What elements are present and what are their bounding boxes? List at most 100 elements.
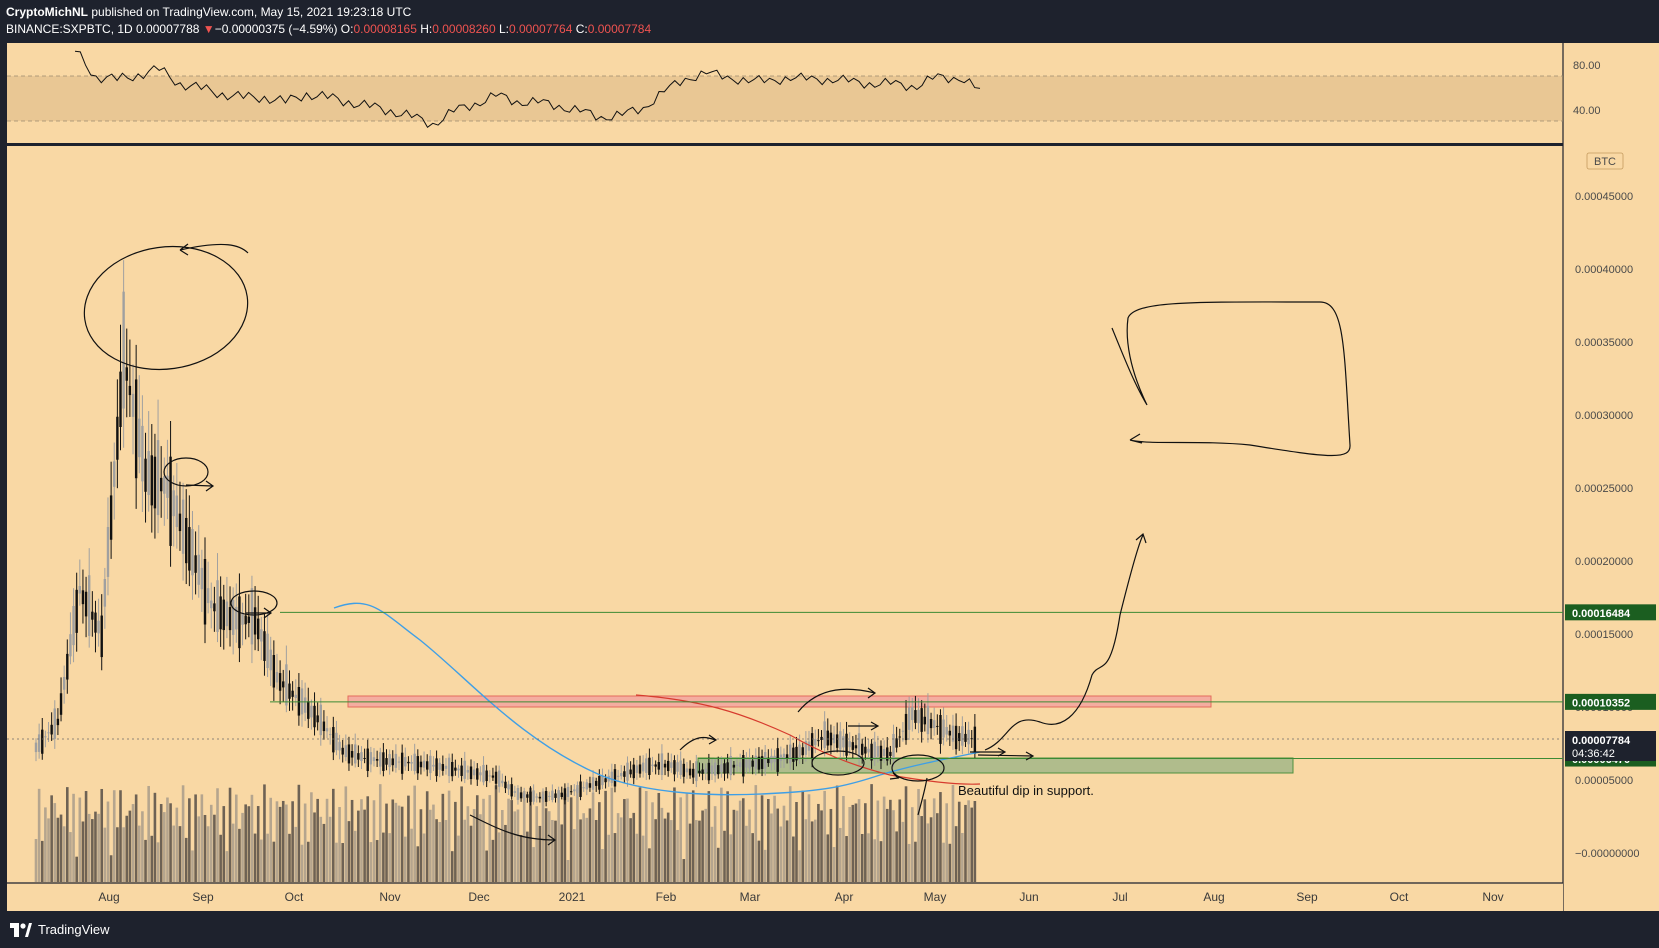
volume-bar <box>942 842 945 882</box>
candle <box>338 741 341 751</box>
volume-bar <box>159 804 163 882</box>
candle <box>735 764 739 767</box>
volume-bar <box>957 801 961 882</box>
candle <box>973 726 977 754</box>
candle <box>842 736 845 748</box>
target-box-drawing <box>1111 301 1351 457</box>
volume-bar <box>479 814 482 882</box>
volume-bar <box>673 787 676 882</box>
volume-bar <box>100 788 104 882</box>
candle <box>454 767 457 771</box>
currency-badge <box>1586 152 1624 170</box>
close-label: C: <box>575 22 588 36</box>
volume-bar <box>391 799 395 882</box>
volume-bar <box>184 837 188 882</box>
time-tick-label: Oct <box>1390 890 1409 904</box>
ohlc-line: BINANCE:SXPBTC, 1D 0.00007788 ▼−0.000003… <box>6 22 651 36</box>
volume-bar <box>760 795 764 882</box>
level-price-label: 0.00016484 <box>1572 608 1631 620</box>
volume-bar <box>501 810 504 882</box>
candle <box>867 748 870 753</box>
symbol-label[interactable]: BINANCE:SXPBTC, 1D <box>6 22 133 36</box>
volume-bar <box>394 802 398 882</box>
volume-bar <box>682 859 686 882</box>
candle <box>685 768 689 773</box>
author-name[interactable]: CryptoMichNL <box>6 5 88 19</box>
candle <box>213 603 216 612</box>
candle <box>244 615 247 625</box>
volume-bar <box>119 790 122 882</box>
volume-bar <box>213 814 216 882</box>
volume-bar <box>939 792 942 882</box>
volume-bar <box>557 790 560 882</box>
candle <box>400 752 404 774</box>
volume-bar <box>932 798 936 882</box>
volume-bar <box>582 813 585 882</box>
candle <box>779 754 783 761</box>
volume-bar <box>432 804 435 882</box>
volume-bar <box>269 797 273 882</box>
volume-bar <box>579 819 582 882</box>
candle <box>260 629 263 642</box>
candle <box>103 579 107 607</box>
candle <box>128 385 132 396</box>
candle <box>710 765 714 774</box>
candle <box>363 757 366 759</box>
volume-bar <box>310 792 313 882</box>
volume-bar <box>907 843 911 882</box>
volume-bar <box>663 818 667 882</box>
volume-bar <box>441 793 445 882</box>
brand-text: TradingView <box>38 922 110 937</box>
candle <box>307 701 310 719</box>
candle <box>188 527 191 571</box>
volume-bar <box>116 827 119 882</box>
volume-bar <box>294 826 298 882</box>
candle <box>954 725 958 750</box>
candle <box>325 728 329 732</box>
volume-bar <box>914 841 917 882</box>
volume-bar <box>425 791 429 882</box>
candle <box>388 754 391 767</box>
candle <box>692 768 695 778</box>
volume-bar <box>44 807 47 882</box>
volume-bar <box>538 825 542 882</box>
volume-bar <box>300 844 304 882</box>
candle <box>444 765 448 769</box>
rsi-pane[interactable] <box>7 43 1563 143</box>
candle <box>826 730 829 746</box>
candle <box>228 607 232 631</box>
candle <box>864 746 867 754</box>
candle <box>535 796 538 798</box>
price-tick-label: 0.00045000 <box>1575 191 1633 203</box>
volume-bar <box>278 806 282 882</box>
volume-bar <box>366 796 370 882</box>
volume-bar <box>651 802 654 882</box>
candle <box>84 591 88 617</box>
candle <box>147 451 150 496</box>
candle <box>191 529 194 576</box>
price-pane[interactable] <box>7 146 1563 911</box>
candle <box>375 759 379 761</box>
volume-bar <box>691 790 695 882</box>
volume-bar <box>585 817 589 882</box>
candle <box>742 755 745 777</box>
time-axis[interactable] <box>7 883 1563 911</box>
volume-bar <box>616 813 620 882</box>
volume-bar <box>864 803 867 882</box>
candle <box>566 786 570 798</box>
candle <box>904 713 908 741</box>
candle <box>491 775 495 778</box>
volume-bar <box>826 834 830 882</box>
candle <box>807 741 811 751</box>
candle <box>494 771 498 784</box>
volume-bar <box>532 847 535 882</box>
tradingview-brand[interactable]: TradingView <box>10 922 110 937</box>
candle <box>222 599 225 631</box>
candle <box>106 527 110 577</box>
volume-bar <box>353 830 357 882</box>
volume-bar <box>885 808 889 882</box>
volume-bar <box>741 798 745 882</box>
candle <box>313 705 316 728</box>
volume-bar <box>504 824 507 882</box>
